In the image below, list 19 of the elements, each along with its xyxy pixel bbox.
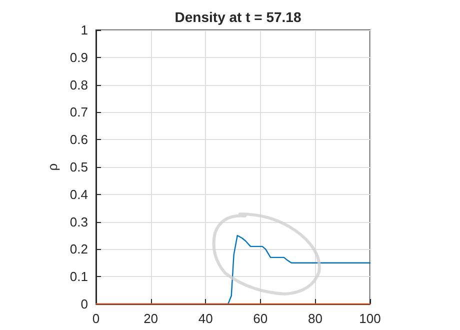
x-tick-label: 0 xyxy=(92,311,100,326)
y-tick-label: 0 xyxy=(80,296,88,312)
y-tick-label: 0.7 xyxy=(70,104,88,120)
y-tick-label: 0.3 xyxy=(70,214,88,230)
y-tick-label: 0.2 xyxy=(70,242,88,257)
x-tick-label: 20 xyxy=(144,311,158,326)
y-tick-label: 0.5 xyxy=(70,160,88,174)
y-tick-label: 0.9 xyxy=(70,50,88,65)
x-tick-label: 100 xyxy=(359,311,381,326)
y-tick-label: 1 xyxy=(80,22,88,38)
chart-title: Density at t = 57.18 xyxy=(174,9,302,25)
x-tick-label: 40 xyxy=(198,311,213,326)
y-axis-title: ρ xyxy=(45,163,60,171)
x-tick-label: 60 xyxy=(253,311,268,326)
y-tick-label: 0.1 xyxy=(70,269,88,284)
y-tick-label: 0.8 xyxy=(70,77,88,92)
x-tick-label: 80 xyxy=(308,311,322,326)
y-tick-label: 0.6 xyxy=(70,132,88,148)
y-tick-label: 0.4 xyxy=(70,186,88,202)
